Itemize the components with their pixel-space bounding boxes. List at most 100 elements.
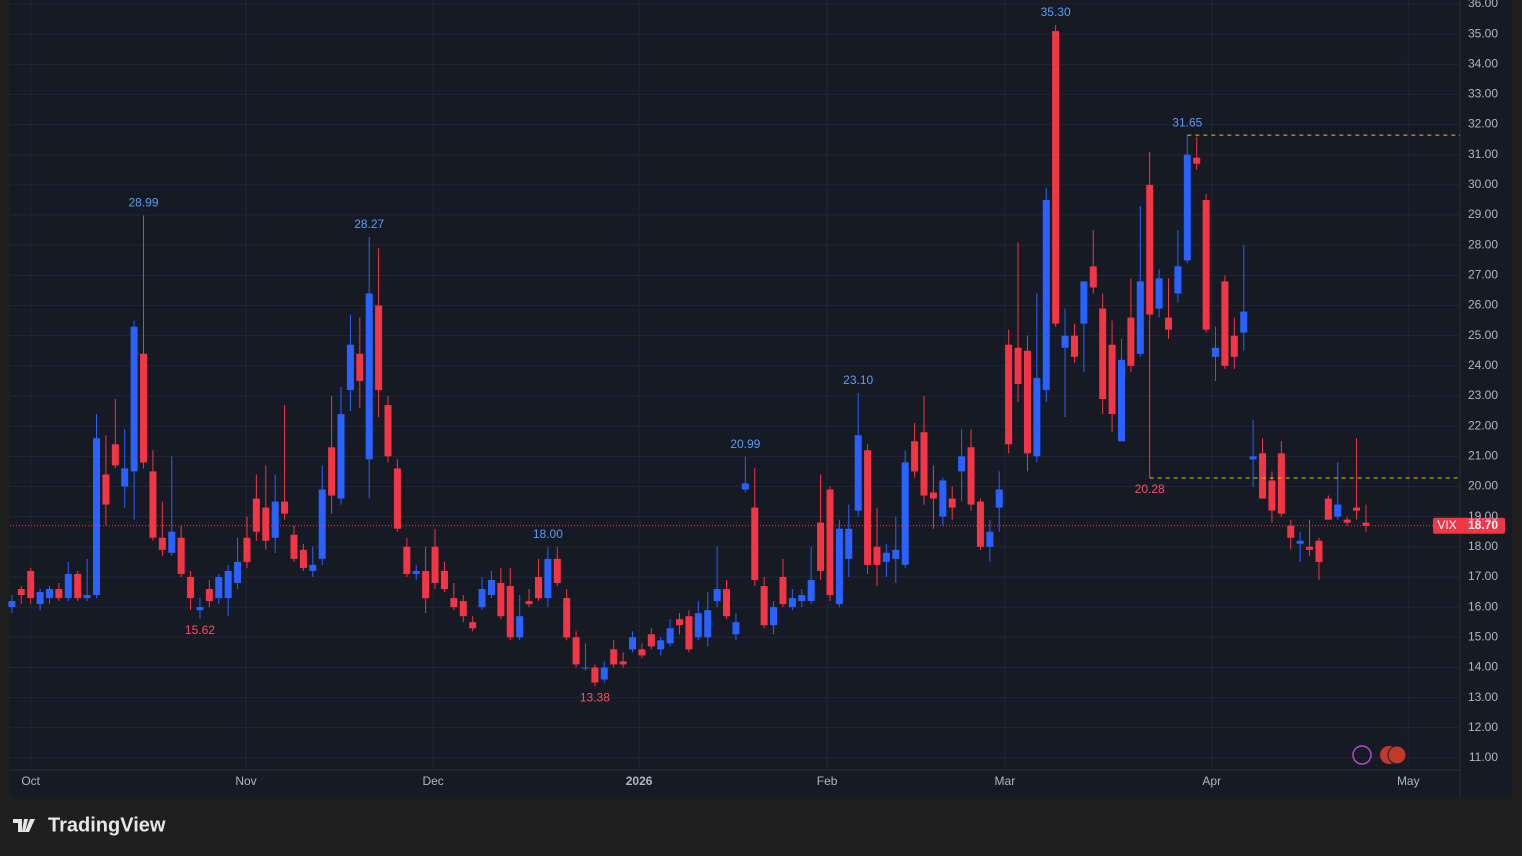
- candle-body: [807, 579, 815, 602]
- candle-body: [1108, 344, 1116, 415]
- candle-body: [384, 405, 392, 457]
- last-price-label: 18.70: [1468, 518, 1498, 532]
- candle-body: [581, 667, 589, 669]
- candle-body: [1080, 281, 1088, 324]
- y-tick-label: 23.00: [1468, 388, 1498, 402]
- candle-body: [412, 570, 420, 574]
- x-tick-label: 2026: [626, 774, 653, 788]
- extreme-label: 23.10: [843, 373, 873, 387]
- candle-body: [1099, 308, 1107, 400]
- x-tick-label: May: [1397, 774, 1420, 788]
- candle-body: [629, 637, 637, 650]
- candle-body: [346, 344, 354, 390]
- y-tick-label: 26.00: [1468, 298, 1498, 312]
- candle-body: [422, 570, 430, 599]
- candle-body: [506, 586, 514, 638]
- candle-body: [798, 595, 806, 602]
- candle-body: [45, 589, 53, 599]
- candle-body: [196, 607, 204, 611]
- candle-body: [657, 640, 665, 650]
- symbol-label: VIX: [1437, 518, 1456, 532]
- candle-body: [318, 489, 326, 559]
- candle-body: [1155, 278, 1163, 309]
- logo-icon: [13, 819, 35, 832]
- candles: [8, 25, 1370, 687]
- brand: TradingView: [48, 814, 166, 836]
- candle-body: [1014, 347, 1022, 384]
- candle-body: [337, 414, 345, 499]
- y-tick-label: 31.00: [1468, 147, 1498, 161]
- overlays: 28.99 15.62 28.27 18.00 13.38 20.99 23.10 35.30…: [10, 5, 1505, 704]
- candle-body: [685, 616, 693, 650]
- extreme-label: 13.38: [580, 690, 610, 704]
- y-tick-label: 32.00: [1468, 117, 1498, 131]
- candle-body: [93, 438, 101, 596]
- candle-body: [1005, 344, 1013, 445]
- candle-body: [676, 619, 684, 626]
- candle-body: [553, 558, 561, 584]
- candle-body: [252, 498, 260, 532]
- candle-body: [83, 595, 91, 599]
- candle-body: [215, 576, 223, 599]
- x-tick-label: Mar: [995, 774, 1016, 788]
- candle-body: [525, 601, 533, 605]
- candle-body: [873, 546, 881, 565]
- candle-body: [723, 589, 731, 617]
- candle-body: [835, 528, 843, 605]
- candle-body: [497, 583, 505, 617]
- candle-body: [647, 634, 655, 647]
- candle-body: [817, 522, 825, 571]
- candle-body: [187, 576, 195, 599]
- candle-body: [478, 589, 486, 608]
- y-tick-label: 21.00: [1468, 449, 1498, 463]
- candle-body: [948, 498, 956, 508]
- y-tick-label: 19.00: [1468, 509, 1498, 523]
- y-tick-label: 15.00: [1468, 629, 1498, 643]
- candle-body: [1183, 154, 1191, 261]
- candle-body: [1164, 317, 1172, 330]
- y-tick-label: 27.00: [1468, 268, 1498, 282]
- candle-body: [365, 293, 373, 460]
- candle-body: [694, 613, 702, 638]
- candle-body: [619, 661, 627, 665]
- candle-body: [262, 507, 270, 541]
- candle-body: [403, 546, 411, 574]
- candle-body: [770, 607, 778, 626]
- candle-body: [892, 549, 900, 559]
- candle-body: [1052, 31, 1060, 324]
- y-tick-label: 29.00: [1468, 207, 1498, 221]
- candle-body: [939, 480, 947, 517]
- candle-body: [600, 667, 608, 680]
- candle-body: [986, 531, 994, 547]
- candle-body: [901, 462, 909, 565]
- candle-body: [290, 534, 298, 559]
- extreme-label: 28.27: [354, 217, 384, 231]
- y-tick-label: 13.00: [1468, 690, 1498, 704]
- candle-body: [732, 622, 740, 635]
- candle-body: [1174, 266, 1182, 294]
- candle-body: [638, 649, 646, 656]
- extreme-label: 31.65: [1172, 115, 1202, 129]
- candle-body: [1296, 540, 1304, 544]
- candle-body: [854, 435, 862, 511]
- x-tick-label: Dec: [422, 774, 443, 788]
- candle-body: [440, 570, 448, 590]
- last-price-box: [1433, 517, 1505, 534]
- icons: [1352, 745, 1407, 765]
- y-tick-label: 12.00: [1468, 720, 1498, 734]
- candle-body: [177, 537, 185, 574]
- icon: [1387, 745, 1407, 765]
- candle-body: [1259, 453, 1267, 499]
- candle-body: [920, 432, 928, 496]
- candle-body: [431, 546, 439, 584]
- y-tick-label: 25.00: [1468, 328, 1498, 342]
- candle-body: [1089, 266, 1097, 288]
- candle-body: [751, 507, 759, 580]
- candle-body: [967, 447, 975, 505]
- candle-body: [328, 447, 336, 496]
- candle-body: [27, 570, 35, 599]
- candle-body: [995, 489, 1003, 508]
- candle-body: [158, 537, 166, 550]
- candle-body: [1212, 347, 1220, 357]
